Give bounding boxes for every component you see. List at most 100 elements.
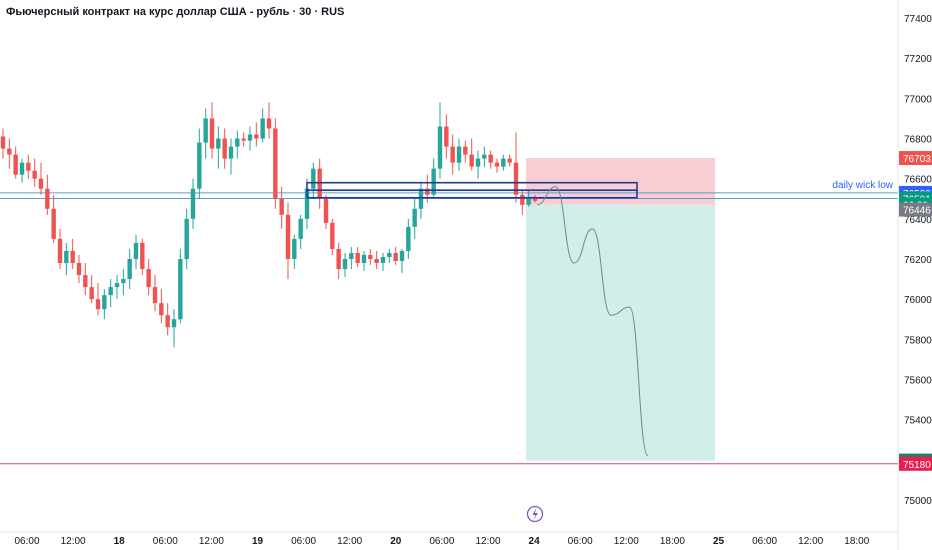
- price-label-bg: [899, 456, 932, 471]
- candle-body: [203, 118, 208, 143]
- candle-body: [260, 118, 265, 139]
- y-tick-label: 75400: [904, 416, 932, 427]
- candle-body: [355, 252, 360, 264]
- y-tick-label: 77000: [904, 94, 932, 105]
- candle-body: [178, 258, 183, 320]
- candle-body: [387, 252, 392, 257]
- candle-body: [159, 303, 164, 316]
- candle-body: [475, 158, 481, 167]
- candle-body: [190, 188, 196, 219]
- candle-body: [323, 198, 329, 223]
- price-label-bg: [899, 202, 932, 217]
- candle-body: [380, 256, 386, 264]
- time-axis: 06:00 12:00 18 06:00 12:00 19 06:00 12:00 20 06:0…: [0, 531, 898, 547]
- candle-body: [254, 134, 259, 139]
- zone-box-group: [306, 181, 638, 199]
- candle-body: [330, 222, 335, 249]
- candle-body: [399, 250, 405, 261]
- price-label: 75180: [903, 460, 931, 471]
- candle-body: [127, 258, 132, 280]
- y-tick-label: 76400: [904, 215, 932, 226]
- x-tick-label: 06:00: [429, 536, 454, 547]
- price-labels: 76703765297650106:39764467519675180: [899, 151, 932, 471]
- alert-group: [526, 505, 544, 523]
- candle-body: [406, 226, 411, 251]
- x-tick-label: 18:00: [844, 536, 869, 547]
- candle-body: [146, 269, 151, 288]
- candle-body: [412, 208, 417, 227]
- x-tick-label: 12:00: [199, 536, 224, 547]
- candle-body: [494, 162, 500, 167]
- candle-body: [304, 188, 310, 219]
- candle-body: [133, 242, 139, 259]
- candle-body: [45, 188, 50, 209]
- candle-body: [285, 214, 291, 259]
- candle-body: [76, 263, 82, 276]
- candle-body: [507, 158, 512, 163]
- candle-body: [32, 170, 37, 179]
- projection-group: [536, 186, 649, 457]
- candle-body: [7, 148, 12, 155]
- candle-body: [488, 154, 493, 163]
- position-zones: [526, 158, 715, 461]
- candle-body: [431, 168, 436, 195]
- candle-body: [450, 146, 455, 163]
- candle-body: [241, 138, 246, 141]
- candle-body: [228, 146, 234, 159]
- candle-body: [311, 168, 316, 189]
- candle-body: [368, 254, 373, 259]
- chart-title: Фьючерсный контракт на курс доллар США -…: [6, 6, 345, 18]
- x-tick-label: 12:00: [337, 536, 362, 547]
- y-tick-label: 76600: [904, 175, 932, 186]
- candle-body: [152, 287, 158, 304]
- candle-body: [51, 208, 56, 239]
- candle-body: [361, 254, 367, 264]
- price-label: 76703: [903, 154, 931, 165]
- candle-body: [247, 134, 253, 141]
- candle-body: [482, 154, 487, 159]
- candle-body: [95, 299, 101, 310]
- zone-box-bottom: [306, 189, 638, 199]
- candle-body: [266, 118, 272, 129]
- x-tick-label: 20: [390, 536, 402, 547]
- candle-body: [235, 138, 240, 147]
- lightning-icon: [532, 508, 538, 520]
- x-tick-label: 12:00: [61, 536, 86, 547]
- candle-body: [216, 138, 221, 149]
- y-tick-label: 77200: [904, 54, 932, 65]
- y-tick-label: 76800: [904, 135, 932, 146]
- price-label-bg: [899, 151, 932, 166]
- candle-body: [19, 162, 25, 175]
- candle-body: [463, 146, 468, 155]
- x-tick-label: 06:00: [568, 536, 593, 547]
- candle-body: [437, 126, 443, 169]
- candle-body: [342, 258, 348, 270]
- daily-wick-low-label: daily wick low: [832, 180, 893, 191]
- x-tick-label: 12:00: [614, 536, 639, 547]
- candle-body: [532, 198, 538, 201]
- candle-body: [513, 162, 519, 195]
- y-tick-label: 75800: [904, 335, 932, 346]
- candle-body: [121, 279, 126, 284]
- candle-body: [273, 128, 278, 199]
- x-tick-label: 19: [252, 536, 264, 547]
- candle-body: [57, 238, 63, 264]
- candle-body: [13, 154, 18, 175]
- candle-body: [456, 146, 462, 163]
- x-tick-label: 18: [114, 536, 126, 547]
- x-tick-label: 18:00: [660, 536, 685, 547]
- candle-body: [292, 238, 297, 259]
- candle-body: [171, 319, 177, 328]
- horizontal-lines: daily wick low: [0, 180, 898, 465]
- x-tick-label: 06:00: [14, 536, 39, 547]
- projection-path: [536, 186, 649, 457]
- candle-body: [70, 250, 75, 264]
- y-tick-label: 75000: [904, 496, 932, 507]
- candle-body: [374, 258, 379, 264]
- x-tick-label: 25: [713, 536, 725, 547]
- y-tick-label: 77400: [904, 14, 932, 25]
- x-tick-label: 06:00: [752, 536, 777, 547]
- candle-body: [165, 315, 170, 328]
- candle-body: [222, 138, 227, 159]
